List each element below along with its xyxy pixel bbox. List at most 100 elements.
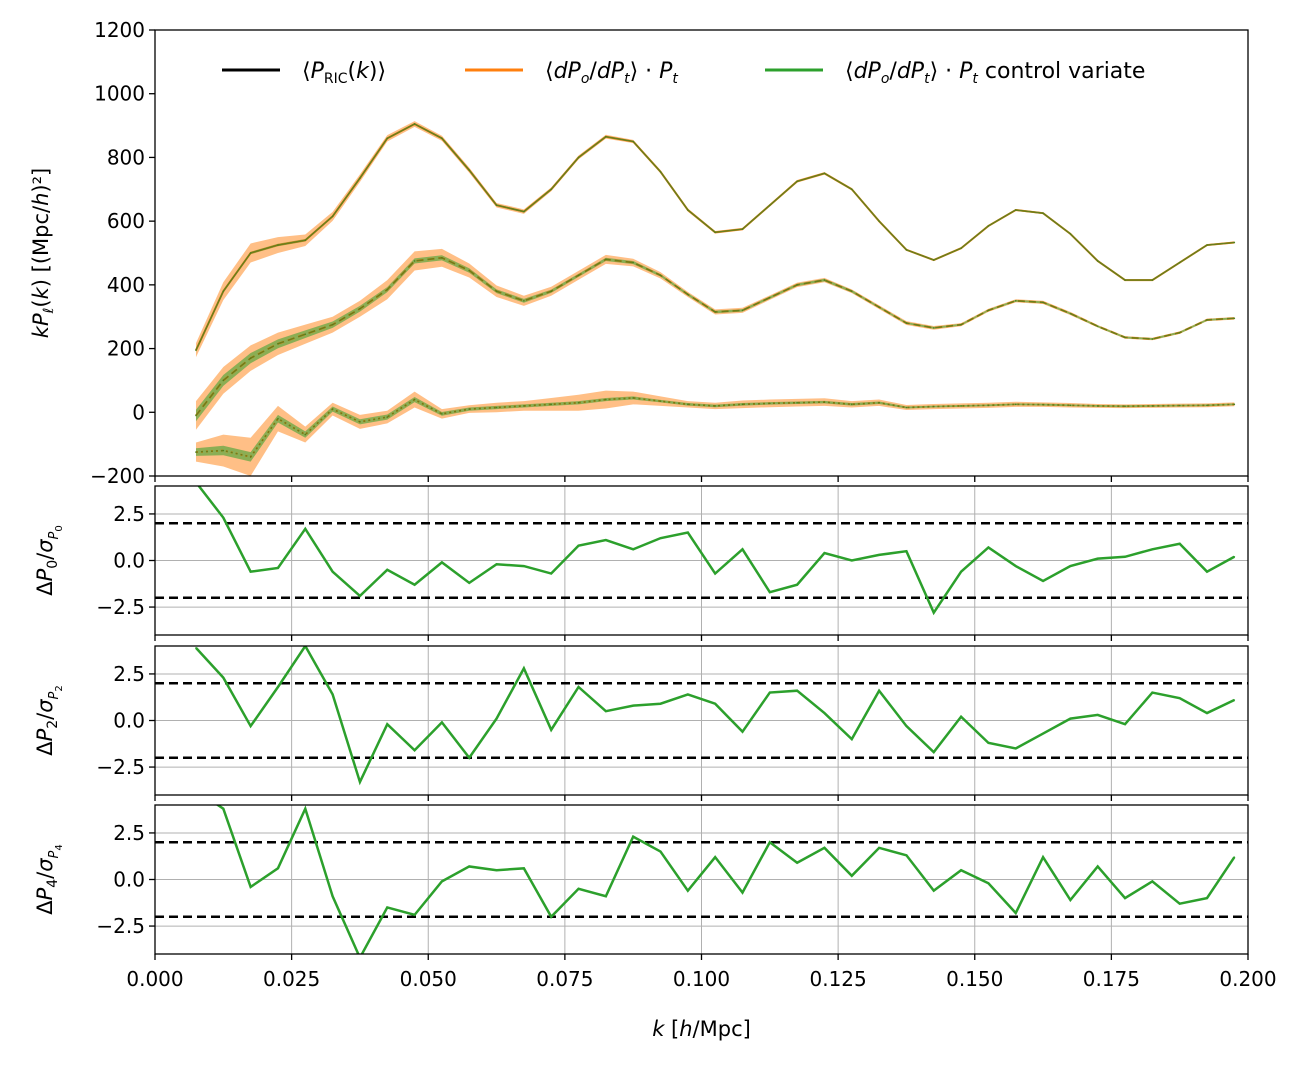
point-P2 (1096, 325, 1099, 328)
residual-point (741, 891, 744, 894)
point-P2 (1014, 299, 1017, 302)
point-P4 (932, 405, 935, 408)
residual-point (850, 738, 853, 740)
residual-point (1096, 714, 1099, 716)
point-P0 (659, 170, 662, 173)
residual-point (359, 781, 361, 783)
point-P0 (1042, 212, 1044, 214)
point-P2 (796, 284, 798, 286)
residual-point (331, 895, 334, 898)
y-tick-label: −2.5 (96, 595, 145, 619)
y-tick-label: 0.0 (113, 549, 145, 573)
point-P2 (331, 323, 334, 326)
point-P0 (878, 220, 880, 222)
point-P2 (441, 256, 443, 259)
residual-point (741, 548, 744, 551)
point-P2 (769, 296, 771, 299)
point-P2 (878, 306, 880, 308)
residual-point (796, 583, 798, 586)
residual-point (468, 582, 471, 584)
residual-point (1124, 723, 1126, 726)
point-P4 (304, 433, 307, 436)
line-P2 (195, 256, 1235, 416)
point-P2 (577, 274, 580, 277)
residual-point (1124, 897, 1126, 899)
point-P2 (222, 379, 225, 382)
point-P0 (1178, 261, 1181, 264)
point-P2 (1178, 331, 1181, 334)
residual-point (441, 561, 443, 564)
residual-point (523, 565, 525, 567)
point-P2 (932, 327, 935, 329)
plot-area (155, 486, 1248, 635)
point-P2 (687, 293, 689, 296)
residual-point (796, 861, 798, 864)
point-P4 (796, 401, 798, 404)
residual-point (632, 548, 634, 551)
y-axis-label: ΔP2/σP2 (33, 685, 65, 756)
residual-point (277, 867, 279, 870)
point-P2 (304, 333, 307, 336)
y-axis-label: ΔP0/σP0 (33, 525, 65, 596)
x-tick-label: 0.125 (809, 967, 866, 991)
residual-point (850, 559, 853, 562)
residual-point (1069, 565, 1072, 567)
point-P0 (850, 188, 853, 191)
residual-point (1042, 732, 1044, 735)
y-tick-label: 0 (132, 400, 145, 424)
y-tick-label: 0.0 (113, 709, 145, 733)
residual-point (714, 702, 716, 705)
residual-point (1206, 570, 1208, 573)
point-P2 (741, 309, 744, 312)
residual-point (331, 570, 334, 573)
residual-point (359, 957, 361, 959)
point-P4 (359, 421, 361, 423)
point-P0 (441, 137, 443, 140)
residual-point (905, 725, 908, 727)
residual-point (987, 882, 990, 885)
point-P0 (1233, 241, 1236, 244)
x-tick-label: 0.100 (673, 967, 730, 991)
x-axis-label: k [h/Mpc] (652, 1017, 751, 1041)
residual-point (495, 717, 498, 720)
residual-point (932, 751, 935, 753)
residual-point (441, 721, 443, 724)
residual-point (932, 611, 935, 614)
residual-point (359, 595, 361, 597)
band-orange-P0 (195, 121, 1235, 358)
residual-point (632, 835, 634, 838)
residual-point (905, 854, 908, 857)
point-P2 (605, 258, 607, 261)
point-P0 (960, 247, 962, 250)
residual-point (1233, 699, 1236, 701)
point-P4 (1096, 405, 1099, 407)
plot-area (155, 805, 1248, 959)
point-P4 (468, 408, 471, 410)
point-P4 (523, 405, 525, 407)
residual-point (960, 869, 962, 871)
residual-point (495, 563, 498, 566)
x-tick-label: 0.150 (946, 967, 1003, 991)
residual-point (413, 914, 416, 916)
y-tick-label: −2.5 (96, 755, 145, 779)
point-P2 (659, 274, 662, 277)
y-tick-label: 2.5 (113, 821, 145, 845)
y-tick-label: 1200 (94, 18, 145, 42)
point-P4 (741, 403, 744, 406)
band-orange-P4 (195, 390, 1235, 476)
point-P0 (605, 135, 607, 138)
point-P4 (249, 456, 252, 458)
point-P4 (632, 397, 634, 399)
point-P2 (823, 279, 826, 281)
residual-point (249, 570, 252, 573)
point-P0 (468, 169, 471, 171)
point-P2 (195, 414, 197, 417)
x-tick-label: 0.200 (1219, 967, 1276, 991)
residual-point (769, 841, 771, 844)
residual-point (1069, 899, 1072, 901)
residual-point (659, 537, 662, 539)
residual-point (577, 888, 580, 890)
residual-line (215, 805, 1236, 954)
point-P4 (577, 401, 580, 404)
